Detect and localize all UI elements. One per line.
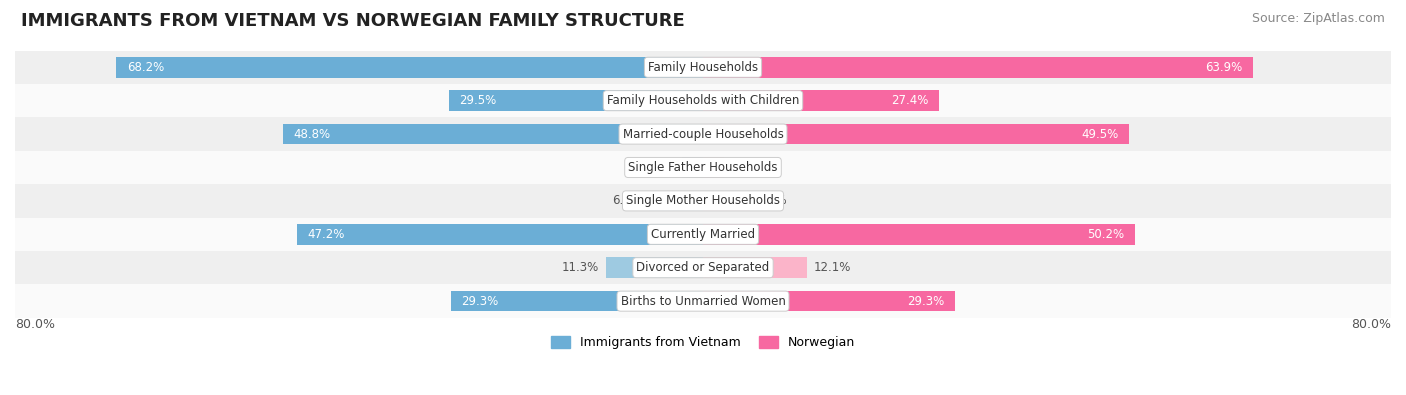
Text: 80.0%: 80.0% — [1351, 318, 1391, 331]
Text: Family Households with Children: Family Households with Children — [607, 94, 799, 107]
Text: 2.4%: 2.4% — [731, 161, 761, 174]
Text: Single Father Households: Single Father Households — [628, 161, 778, 174]
Text: 5.5%: 5.5% — [758, 194, 787, 207]
Text: Married-couple Households: Married-couple Households — [623, 128, 783, 141]
Bar — [703, 190, 751, 211]
Text: 80.0%: 80.0% — [15, 318, 55, 331]
Text: 29.3%: 29.3% — [907, 295, 945, 308]
Bar — [703, 90, 939, 111]
Bar — [297, 224, 703, 245]
Text: 63.9%: 63.9% — [1205, 61, 1243, 74]
Text: 29.5%: 29.5% — [460, 94, 496, 107]
Text: Family Households: Family Households — [648, 61, 758, 74]
Bar — [15, 117, 1391, 151]
Text: 29.3%: 29.3% — [461, 295, 499, 308]
Text: 2.4%: 2.4% — [645, 161, 675, 174]
Text: Source: ZipAtlas.com: Source: ZipAtlas.com — [1251, 12, 1385, 25]
Bar — [117, 57, 703, 77]
Bar — [284, 124, 703, 145]
Bar — [703, 57, 1253, 77]
Bar — [703, 157, 724, 178]
Bar — [15, 151, 1391, 184]
Bar — [648, 190, 703, 211]
Bar — [703, 258, 807, 278]
Bar — [606, 258, 703, 278]
Bar — [703, 124, 1129, 145]
Bar — [15, 84, 1391, 117]
Bar — [703, 291, 955, 312]
Text: IMMIGRANTS FROM VIETNAM VS NORWEGIAN FAMILY STRUCTURE: IMMIGRANTS FROM VIETNAM VS NORWEGIAN FAM… — [21, 12, 685, 30]
Bar — [15, 51, 1391, 84]
Bar — [703, 224, 1135, 245]
Text: 47.2%: 47.2% — [308, 228, 344, 241]
Text: 50.2%: 50.2% — [1087, 228, 1125, 241]
Text: 12.1%: 12.1% — [814, 261, 851, 274]
Text: 49.5%: 49.5% — [1081, 128, 1118, 141]
Text: Single Mother Households: Single Mother Households — [626, 194, 780, 207]
Bar — [451, 291, 703, 312]
Bar — [15, 184, 1391, 218]
Legend: Immigrants from Vietnam, Norwegian: Immigrants from Vietnam, Norwegian — [546, 331, 860, 354]
Text: 6.3%: 6.3% — [612, 194, 643, 207]
Text: Births to Unmarried Women: Births to Unmarried Women — [620, 295, 786, 308]
Text: 27.4%: 27.4% — [891, 94, 928, 107]
Bar — [450, 90, 703, 111]
Text: 11.3%: 11.3% — [561, 261, 599, 274]
Bar — [15, 284, 1391, 318]
Text: Divorced or Separated: Divorced or Separated — [637, 261, 769, 274]
Bar — [15, 251, 1391, 284]
Text: 48.8%: 48.8% — [294, 128, 330, 141]
Text: Currently Married: Currently Married — [651, 228, 755, 241]
Text: 68.2%: 68.2% — [127, 61, 165, 74]
Bar — [682, 157, 703, 178]
Bar — [15, 218, 1391, 251]
